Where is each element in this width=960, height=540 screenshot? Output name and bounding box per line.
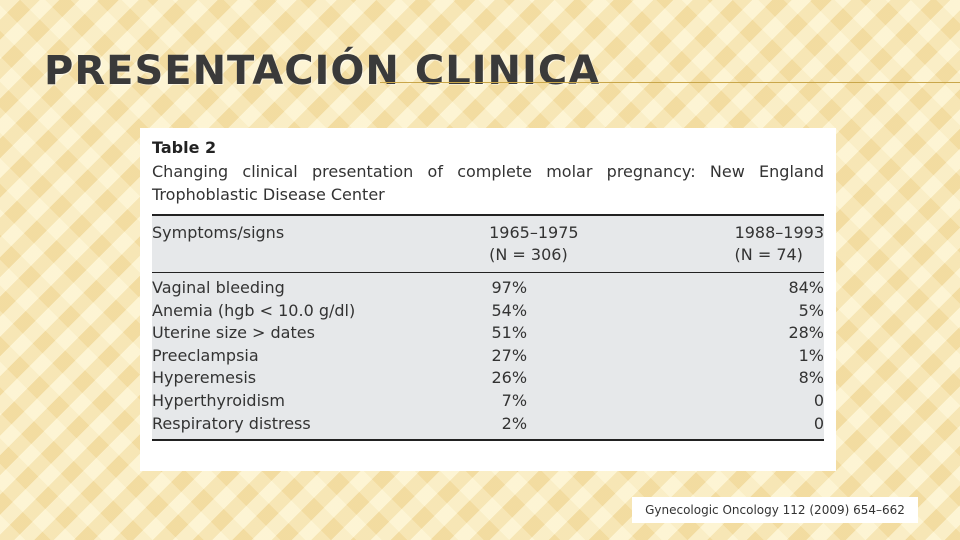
row-value-1988: 0 <box>813 390 824 410</box>
table-row: Vaginal bleeding 97% 84% <box>152 273 824 300</box>
row-spacer <box>527 322 735 345</box>
row-sign: Respiratory distress <box>152 412 490 442</box>
header-symptoms-label: Symptoms/signs <box>152 223 285 242</box>
row-value-1965: 54% <box>491 300 528 320</box>
header-symptoms: Symptoms/signs <box>152 214 490 273</box>
header-period-2-label: 1988–1993 <box>734 223 824 242</box>
row-sign: Hyperemesis <box>152 368 257 388</box>
row-value-1965: 51% <box>491 323 528 343</box>
table-body-wrap: Symptoms/signs 1965–1975 (N = 306) 1988–… <box>152 214 824 442</box>
table-row: Hyperthyroidism 7% 0 <box>152 390 824 413</box>
table-row: Respiratory distress 2% 0 <box>152 412 824 442</box>
table-image: Table 2 Changing clinical presentation o… <box>140 128 836 471</box>
row-value-1988: 0 <box>734 412 824 442</box>
table-row: Uterine size > dates 51% 28% <box>152 322 824 345</box>
table-row: Hyperemesis 26% 8% <box>152 367 824 390</box>
row-value-1988: 8% <box>798 368 824 388</box>
row-value-1965: 27% <box>491 345 528 365</box>
title-divider <box>380 82 960 83</box>
header-period-1: 1965–1975 (N = 306) <box>489 214 735 273</box>
row-sign: Preeclampsia <box>152 345 259 365</box>
row-spacer <box>527 345 735 368</box>
header-period-1-label: 1965–1975 <box>489 223 579 242</box>
table-label: Table 2 <box>152 138 217 157</box>
header-period-2: 1988–1993 (N = 74) <box>734 214 824 273</box>
row-spacer <box>527 412 735 442</box>
row-spacer <box>527 390 735 413</box>
row-sign: Anemia (hgb < 10.0 g/dl) <box>152 300 356 320</box>
row-sign: Uterine size > dates <box>152 323 315 343</box>
row-spacer <box>527 367 735 390</box>
header-period-1-n: (N = 306) <box>489 245 568 264</box>
table-row: Anemia (hgb < 10.0 g/dl) 54% 5% <box>152 300 824 323</box>
table-row: Preeclampsia 27% 1% <box>152 345 824 368</box>
table-header-row: Symptoms/signs 1965–1975 (N = 306) 1988–… <box>152 214 824 273</box>
slide-title: Presentación clinica <box>44 48 601 94</box>
header-period-2-n: (N = 74) <box>734 245 803 264</box>
row-spacer <box>527 273 735 300</box>
row-sign: Hyperthyroidism <box>152 390 285 410</box>
row-value-1965: 26% <box>491 368 528 388</box>
row-spacer <box>527 300 735 323</box>
table-caption: Changing clinical presentation of comple… <box>152 162 824 204</box>
row-value-1988: 28% <box>788 323 824 343</box>
row-value-1965: 7% <box>501 390 528 410</box>
row-value-1965: 2% <box>489 412 528 442</box>
row-value-1988: 5% <box>798 300 824 320</box>
citation-box: Gynecologic Oncology 112 (2009) 654–662 <box>632 497 918 523</box>
clinical-presentation-table: Symptoms/signs 1965–1975 (N = 306) 1988–… <box>152 214 824 442</box>
row-value-1988: 84% <box>788 278 824 297</box>
row-value-1988: 1% <box>798 345 824 365</box>
row-sign: Vaginal bleeding <box>152 278 285 297</box>
row-value-1965: 97% <box>491 278 528 297</box>
